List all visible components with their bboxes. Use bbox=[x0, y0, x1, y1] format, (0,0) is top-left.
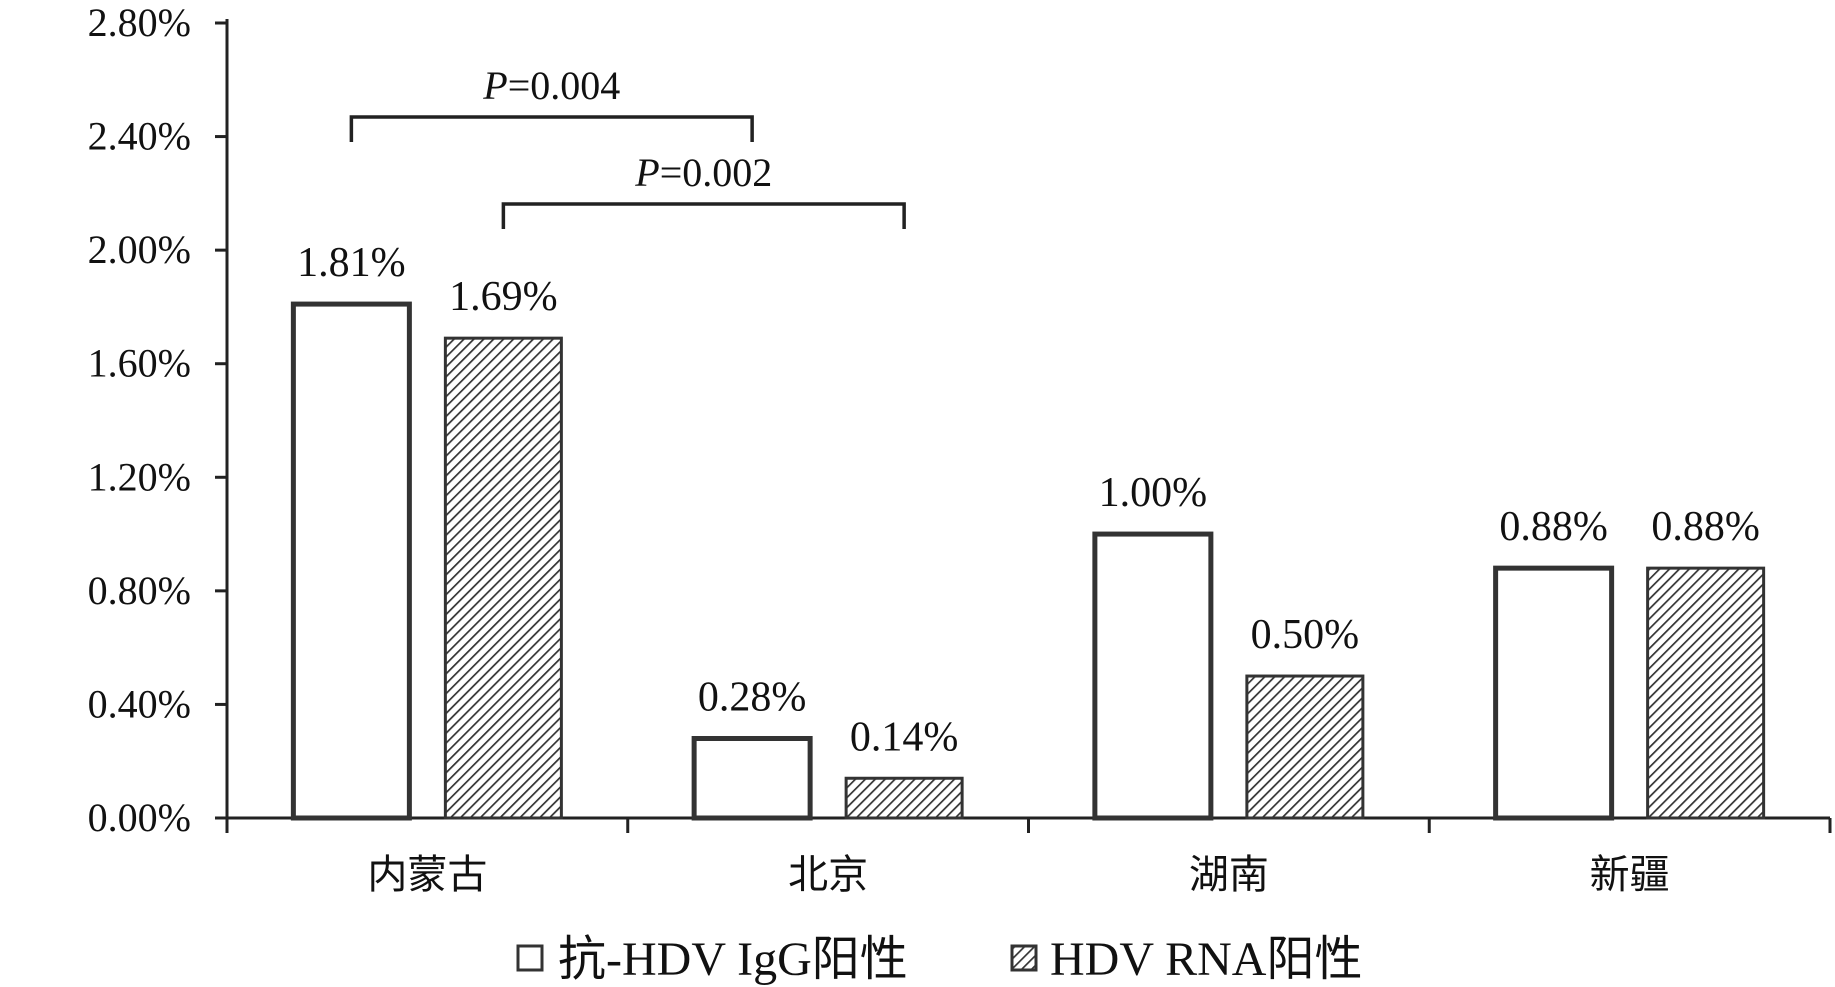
x-tick-label: 新疆 bbox=[1590, 852, 1670, 897]
data-label: 1.81% bbox=[297, 240, 406, 286]
legend-label: 抗-HDV IgG阳性 bbox=[558, 933, 908, 986]
y-tick-label: 0.00% bbox=[88, 795, 191, 840]
p-value-label: P=0.004 bbox=[482, 63, 620, 108]
bars bbox=[290, 301, 1766, 821]
y-tick-label: 1.20% bbox=[88, 454, 191, 499]
x-tick-label: 内蒙古 bbox=[367, 852, 487, 897]
bracket-line bbox=[501, 202, 906, 229]
legend-item: 抗-HDV IgG阳性 bbox=[516, 933, 908, 986]
bar-igg bbox=[290, 301, 412, 821]
bar-rna bbox=[443, 336, 563, 820]
bar-rna bbox=[1646, 566, 1766, 820]
bracket-line bbox=[349, 115, 754, 142]
x-tick-label: 湖南 bbox=[1189, 852, 1269, 897]
data-label: 0.50% bbox=[1251, 612, 1360, 658]
p-value: =0.002 bbox=[660, 150, 773, 195]
y-tick-label: 1.60% bbox=[88, 341, 191, 386]
y-tick-label: 2.00% bbox=[88, 227, 191, 272]
bar-igg bbox=[691, 736, 813, 821]
axes: 0.00% 0.40% 0.80% 1.20% 1.60% 2.00% 2.40% 2.80%… bbox=[88, 0, 1832, 897]
p-symbol: P bbox=[482, 63, 507, 108]
y-tick-label: 0.80% bbox=[88, 568, 191, 613]
data-label: 1.69% bbox=[449, 274, 558, 320]
bar-rna bbox=[844, 776, 964, 820]
legend-label: HDV RNA阳性 bbox=[1050, 933, 1362, 986]
data-labels: 1.81% 0.28% 1.00% 0.88% 1.69% 0.14% 0.50% 0.88% bbox=[297, 240, 1760, 760]
bar-igg bbox=[1092, 531, 1214, 821]
bar-rna bbox=[1245, 674, 1365, 820]
y-tick-label: 2.80% bbox=[88, 0, 191, 45]
legend-swatch-igg bbox=[516, 944, 544, 972]
legend-swatch-rna bbox=[1010, 944, 1038, 972]
data-label: 0.28% bbox=[698, 675, 807, 721]
y-tick-label: 0.40% bbox=[88, 681, 191, 726]
data-label: 1.00% bbox=[1099, 470, 1208, 516]
legend: 抗-HDV IgG阳性 HDV RNA阳性 bbox=[516, 933, 1362, 986]
data-label: 0.88% bbox=[1651, 504, 1760, 550]
significance-bracket: P=0.002 bbox=[501, 150, 906, 229]
legend-item: HDV RNA阳性 bbox=[1010, 933, 1362, 986]
bar-igg bbox=[1493, 565, 1615, 821]
data-label: 0.14% bbox=[850, 714, 959, 760]
significance-bracket: P=0.004 bbox=[349, 63, 754, 142]
data-label: 0.88% bbox=[1499, 504, 1608, 550]
p-value: =0.004 bbox=[508, 63, 621, 108]
p-value-label: P=0.002 bbox=[634, 150, 772, 195]
p-symbol: P bbox=[634, 150, 659, 195]
y-tick-label: 2.40% bbox=[88, 114, 191, 159]
x-tick-label: 北京 bbox=[788, 852, 868, 897]
